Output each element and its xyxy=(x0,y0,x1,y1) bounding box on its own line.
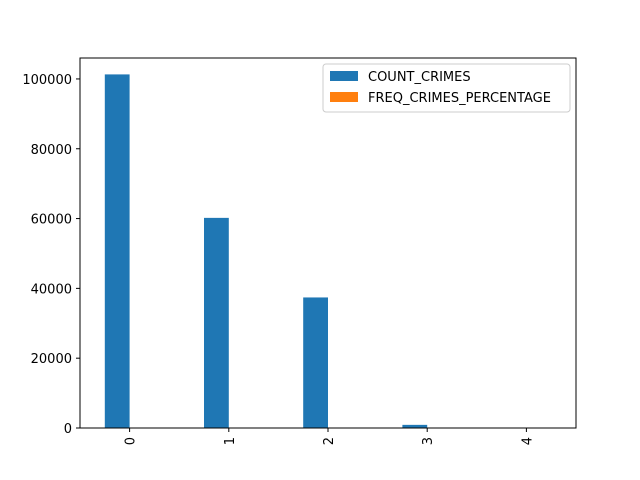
legend-swatch-count-crimes xyxy=(330,71,358,81)
y-tick-label: 0 xyxy=(64,422,72,437)
x-axis: 0 1 2 3 4 xyxy=(124,428,535,445)
legend-label-count-crimes: COUNT_CRIMES xyxy=(368,70,471,85)
x-tick-label: 2 xyxy=(322,437,337,445)
legend: COUNT_CRIMES FREQ_CRIMES_PERCENTAGE xyxy=(322,63,571,113)
y-tick-label: 60000 xyxy=(31,213,72,228)
legend-frame xyxy=(322,63,571,113)
plot-frame xyxy=(79,57,577,429)
x-tick-label: 4 xyxy=(520,437,535,445)
bar-count-crimes-3 xyxy=(402,424,428,428)
y-tick-label: 40000 xyxy=(31,282,72,297)
bars-group xyxy=(104,74,527,428)
y-tick-label: 20000 xyxy=(31,352,72,367)
y-tick-label: 80000 xyxy=(31,143,72,158)
bar-count-crimes-0 xyxy=(104,74,130,428)
y-axis: 0 20000 40000 60000 80000 100000 xyxy=(22,73,80,437)
bar-count-crimes-2 xyxy=(303,297,328,428)
legend-label-freq-crimes-percentage: FREQ_CRIMES_PERCENTAGE xyxy=(368,91,551,106)
legend-swatch-freq-crimes-percentage xyxy=(330,92,358,102)
y-tick-label: 100000 xyxy=(22,73,72,88)
bar-count-crimes-1 xyxy=(204,217,229,428)
x-tick-label: 1 xyxy=(223,437,238,445)
x-tick-label: 3 xyxy=(421,437,436,445)
x-tick-label: 0 xyxy=(124,437,139,445)
